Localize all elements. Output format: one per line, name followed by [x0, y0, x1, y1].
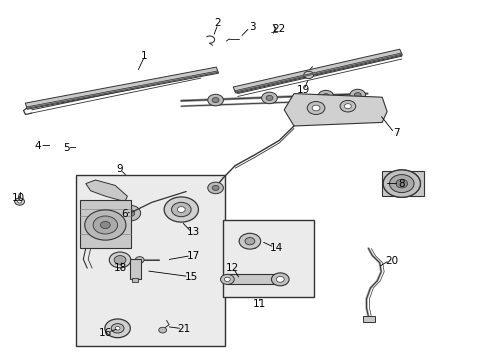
Circle shape [85, 210, 126, 240]
Circle shape [307, 102, 325, 114]
Circle shape [115, 327, 120, 330]
Text: 16: 16 [98, 328, 112, 338]
Text: 19: 19 [297, 85, 311, 95]
Text: 14: 14 [270, 243, 284, 253]
Text: 3: 3 [249, 22, 256, 32]
Circle shape [100, 221, 110, 229]
Circle shape [245, 238, 255, 245]
Text: 11: 11 [253, 299, 267, 309]
Circle shape [212, 185, 219, 190]
Circle shape [262, 92, 277, 104]
Circle shape [271, 273, 289, 286]
Circle shape [354, 93, 361, 98]
Circle shape [344, 104, 351, 109]
Text: 21: 21 [177, 324, 191, 334]
Circle shape [111, 324, 124, 333]
Circle shape [18, 200, 22, 203]
Bar [76, 175, 225, 346]
Circle shape [390, 175, 414, 193]
Circle shape [135, 257, 144, 263]
Circle shape [266, 95, 273, 100]
Bar [223, 220, 314, 297]
Circle shape [350, 89, 366, 101]
Text: 13: 13 [187, 227, 200, 237]
Text: 1: 1 [141, 51, 148, 61]
Text: 12: 12 [226, 263, 240, 273]
Bar [363, 316, 375, 322]
Polygon shape [25, 67, 219, 109]
Circle shape [105, 319, 130, 338]
Polygon shape [26, 71, 218, 108]
Polygon shape [86, 180, 127, 202]
Circle shape [224, 277, 230, 282]
Text: 2: 2 [215, 18, 221, 28]
Circle shape [109, 252, 131, 268]
Circle shape [172, 202, 191, 217]
Circle shape [220, 274, 234, 284]
Text: 18: 18 [113, 263, 127, 273]
Bar [80, 200, 131, 248]
Polygon shape [233, 49, 402, 93]
Circle shape [239, 233, 261, 249]
Circle shape [15, 198, 24, 205]
Circle shape [322, 94, 329, 99]
Circle shape [276, 276, 284, 282]
Circle shape [383, 170, 420, 197]
Circle shape [318, 90, 334, 102]
Circle shape [93, 216, 118, 234]
Bar [382, 171, 424, 196]
Bar [226, 274, 280, 284]
Text: 5: 5 [63, 143, 70, 153]
Circle shape [390, 175, 414, 193]
Text: 10: 10 [12, 193, 25, 203]
Circle shape [383, 170, 420, 197]
Text: 15: 15 [184, 272, 198, 282]
Circle shape [159, 327, 167, 333]
Text: 8: 8 [398, 179, 405, 189]
Bar [130, 259, 141, 279]
Circle shape [396, 179, 408, 188]
Polygon shape [235, 53, 402, 92]
Text: 9: 9 [117, 164, 123, 174]
Text: 4: 4 [34, 141, 41, 151]
Bar [132, 278, 138, 282]
Text: 22: 22 [272, 24, 286, 34]
Circle shape [340, 100, 356, 112]
Circle shape [312, 105, 320, 111]
Text: 20: 20 [386, 256, 398, 266]
Circle shape [164, 197, 198, 222]
Circle shape [212, 98, 219, 103]
Text: 17: 17 [187, 251, 200, 261]
Text: 7: 7 [393, 128, 400, 138]
Circle shape [177, 207, 185, 212]
Circle shape [208, 182, 223, 194]
Circle shape [114, 256, 126, 264]
Circle shape [119, 205, 141, 221]
Circle shape [125, 210, 135, 217]
Polygon shape [284, 94, 387, 126]
Circle shape [304, 71, 314, 78]
Text: 6: 6 [122, 209, 128, 219]
Circle shape [396, 179, 408, 188]
Circle shape [208, 94, 223, 106]
